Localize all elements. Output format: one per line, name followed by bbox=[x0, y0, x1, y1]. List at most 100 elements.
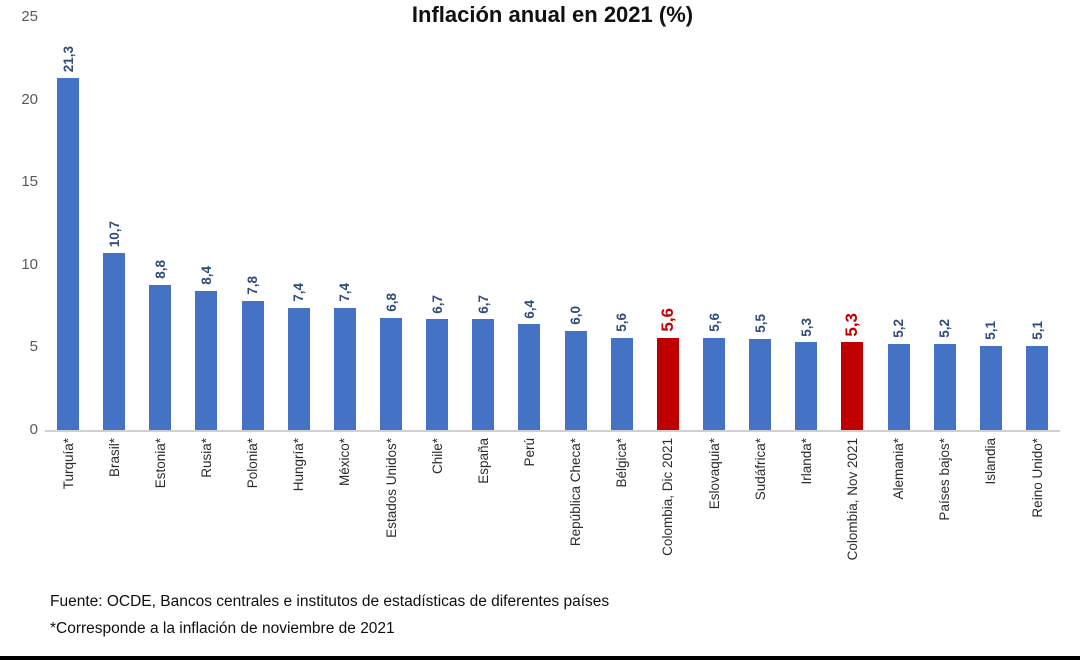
y-axis-tick-label: 10 bbox=[21, 255, 38, 273]
bar bbox=[979, 345, 1002, 430]
bar-column: 8,8 bbox=[137, 17, 183, 430]
category-label: Perú bbox=[521, 438, 537, 467]
bar-value-label: 6,7 bbox=[429, 294, 445, 314]
bar bbox=[472, 319, 495, 430]
bar-column: 5,2 bbox=[876, 17, 922, 430]
bar-column: 21,3 bbox=[45, 17, 91, 430]
bar-column: 8,4 bbox=[183, 17, 229, 430]
category-cell: Países bajos* bbox=[922, 434, 968, 592]
bar-value-label: 6,4 bbox=[521, 299, 537, 319]
category-cell: Sudáfrica* bbox=[737, 434, 783, 592]
bar-value-label: 5,3 bbox=[842, 312, 862, 337]
bar bbox=[610, 337, 633, 430]
category-label: Colombia, Dic 2021 bbox=[660, 438, 676, 556]
category-cell: México* bbox=[322, 434, 368, 592]
bar-value-label: 5,6 bbox=[706, 312, 722, 332]
bar-value-label: 5,2 bbox=[891, 319, 907, 339]
bar bbox=[333, 307, 356, 430]
category-cell: Eslovaquia* bbox=[691, 434, 737, 592]
bar-column: 5,6 bbox=[599, 17, 645, 430]
bar bbox=[564, 330, 587, 430]
category-label: México* bbox=[337, 438, 353, 487]
bar-column: 6,7 bbox=[460, 17, 506, 430]
category-label: Reino Unido* bbox=[1029, 438, 1045, 518]
bar-value-label: 5,5 bbox=[752, 314, 768, 334]
category-cell: Turquía* bbox=[45, 434, 91, 592]
category-cell: Perú bbox=[506, 434, 552, 592]
bar bbox=[795, 342, 818, 430]
category-label: Polonia* bbox=[245, 438, 261, 489]
category-cell: Irlanda* bbox=[783, 434, 829, 592]
y-axis-tick-label: 20 bbox=[21, 90, 38, 108]
bar-value-label: 7,4 bbox=[337, 282, 353, 302]
category-label: Brasil* bbox=[106, 438, 122, 478]
chart-footer: Fuente: OCDE, Bancos centrales e institu… bbox=[50, 588, 609, 642]
bar-column: 5,1 bbox=[968, 17, 1014, 430]
bar-column: 5,3 bbox=[783, 17, 829, 430]
bar bbox=[749, 339, 772, 430]
category-label: Islandia bbox=[983, 438, 999, 485]
bar bbox=[426, 319, 449, 430]
bar bbox=[841, 342, 864, 430]
category-label: España bbox=[475, 438, 491, 484]
category-cell: Estados Unidos* bbox=[368, 434, 414, 592]
bar-column: 6,0 bbox=[553, 17, 599, 430]
y-axis-tick-label: 5 bbox=[29, 338, 38, 356]
category-cell: República Checa* bbox=[553, 434, 599, 592]
y-axis-tick-label: 25 bbox=[21, 8, 38, 25]
bar bbox=[656, 337, 679, 430]
category-label: Eslovaquia* bbox=[706, 438, 722, 510]
bar-value-label: 6,8 bbox=[383, 292, 399, 312]
category-label: Alemania* bbox=[891, 438, 907, 500]
category-label: Sudáfrica* bbox=[752, 438, 768, 501]
category-cell: Bélgica* bbox=[599, 434, 645, 592]
category-cell: Estonia* bbox=[137, 434, 183, 592]
bar-value-label: 8,4 bbox=[198, 266, 214, 286]
category-cell: Rusia* bbox=[183, 434, 229, 592]
y-axis-tick-label: 15 bbox=[21, 173, 38, 191]
category-label: Rusia* bbox=[198, 438, 214, 478]
bar bbox=[149, 284, 172, 430]
category-cell: Hungría* bbox=[276, 434, 322, 592]
bar-value-label: 10,7 bbox=[106, 220, 122, 248]
bar-column: 7,4 bbox=[276, 17, 322, 430]
bar-column: 7,8 bbox=[230, 17, 276, 430]
category-cell: Colombia, Dic 2021 bbox=[645, 434, 691, 592]
source-text: Fuente: OCDE, Bancos centrales e institu… bbox=[50, 593, 610, 610]
y-axis-tick-label: 0 bbox=[29, 421, 38, 438]
category-cell: Colombia, Nov 2021 bbox=[829, 434, 875, 592]
bar-value-label: 7,4 bbox=[291, 282, 307, 302]
chart-title: Inflación anual en 2021 (%) bbox=[411, 2, 694, 27]
category-cell: Alemania* bbox=[876, 434, 922, 592]
category-label: Estonia* bbox=[152, 438, 168, 489]
bar bbox=[933, 344, 956, 430]
bar-column: 6,7 bbox=[414, 17, 460, 430]
bar bbox=[518, 324, 541, 430]
bar-column: 5,5 bbox=[737, 17, 783, 430]
category-cell: España bbox=[460, 434, 506, 592]
bar bbox=[380, 317, 403, 430]
bar-value-label: 5,1 bbox=[1029, 320, 1045, 340]
category-label: República Checa* bbox=[568, 438, 584, 547]
bar bbox=[57, 78, 80, 430]
category-cell: Brasil* bbox=[91, 434, 137, 592]
bar-column: 5,6 bbox=[645, 17, 691, 430]
bar-value-label: 5,2 bbox=[937, 319, 953, 339]
bar-value-label: 21,3 bbox=[60, 45, 76, 73]
bar bbox=[241, 301, 264, 430]
bar bbox=[287, 307, 310, 430]
bar bbox=[1026, 345, 1049, 430]
bar-column: 5,3 bbox=[829, 17, 875, 430]
bar bbox=[703, 337, 726, 430]
category-label: Irlanda* bbox=[798, 438, 814, 485]
bar-column: 6,8 bbox=[368, 17, 414, 430]
category-label: Hungría* bbox=[291, 438, 307, 492]
bar-column: 5,6 bbox=[691, 17, 737, 430]
bar-column: 7,4 bbox=[322, 17, 368, 430]
bar bbox=[887, 344, 910, 430]
footnote-text: *Corresponde a la inflación de noviembre… bbox=[50, 620, 395, 637]
bar-value-label: 5,6 bbox=[614, 312, 630, 332]
plot-area: 21,3 10,7 8,8 8,4 7,8 7,4 7,4 6,8 6,7 6,7 6,4 6,0 5,… bbox=[45, 17, 1060, 432]
bar-value-label: 5,3 bbox=[798, 317, 814, 337]
